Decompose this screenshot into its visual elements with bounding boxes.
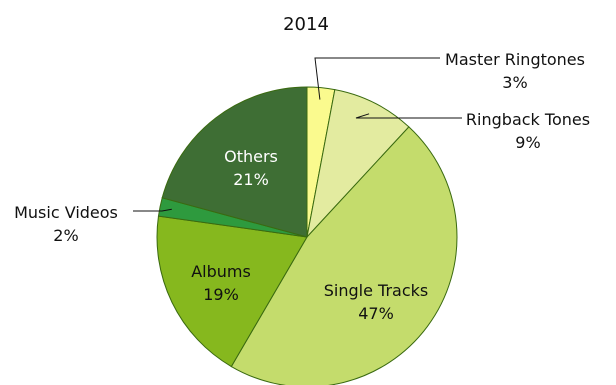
pie-slices	[156, 86, 458, 385]
slice-value-master-ringtones: 3%	[502, 73, 527, 92]
leader-line-music-videos	[133, 208, 172, 212]
slice-label-single-tracks: Single Tracks	[324, 281, 428, 300]
slice-label-music-videos: Music Videos	[14, 203, 118, 222]
slice-value-music-videos: 2%	[53, 226, 78, 245]
slice-label-ringback-tones: Ringback Tones	[466, 110, 590, 129]
slice-label-others: Others	[224, 147, 278, 166]
slice-value-ringback-tones: 9%	[515, 133, 540, 152]
slice-single-tracks	[230, 126, 458, 385]
slice-albums	[156, 215, 308, 368]
slice-label-albums: Albums	[191, 262, 251, 281]
slice-value-others: 21%	[233, 170, 269, 189]
slice-value-single-tracks: 47%	[358, 304, 394, 323]
slice-ringback-tones	[306, 89, 410, 239]
slice-labels: Master Ringtones 3% Ringback Tones 9% Single…	[14, 50, 590, 323]
slice-label-master-ringtones: Master Ringtones	[445, 50, 585, 69]
leader-line-ringback-tones	[355, 113, 462, 119]
leader-lines	[133, 57, 462, 212]
chart-title: 2014	[283, 14, 329, 35]
slice-others	[161, 86, 308, 238]
slice-value-albums: 19%	[203, 285, 239, 304]
leader-line-master-ringtones	[314, 57, 440, 100]
